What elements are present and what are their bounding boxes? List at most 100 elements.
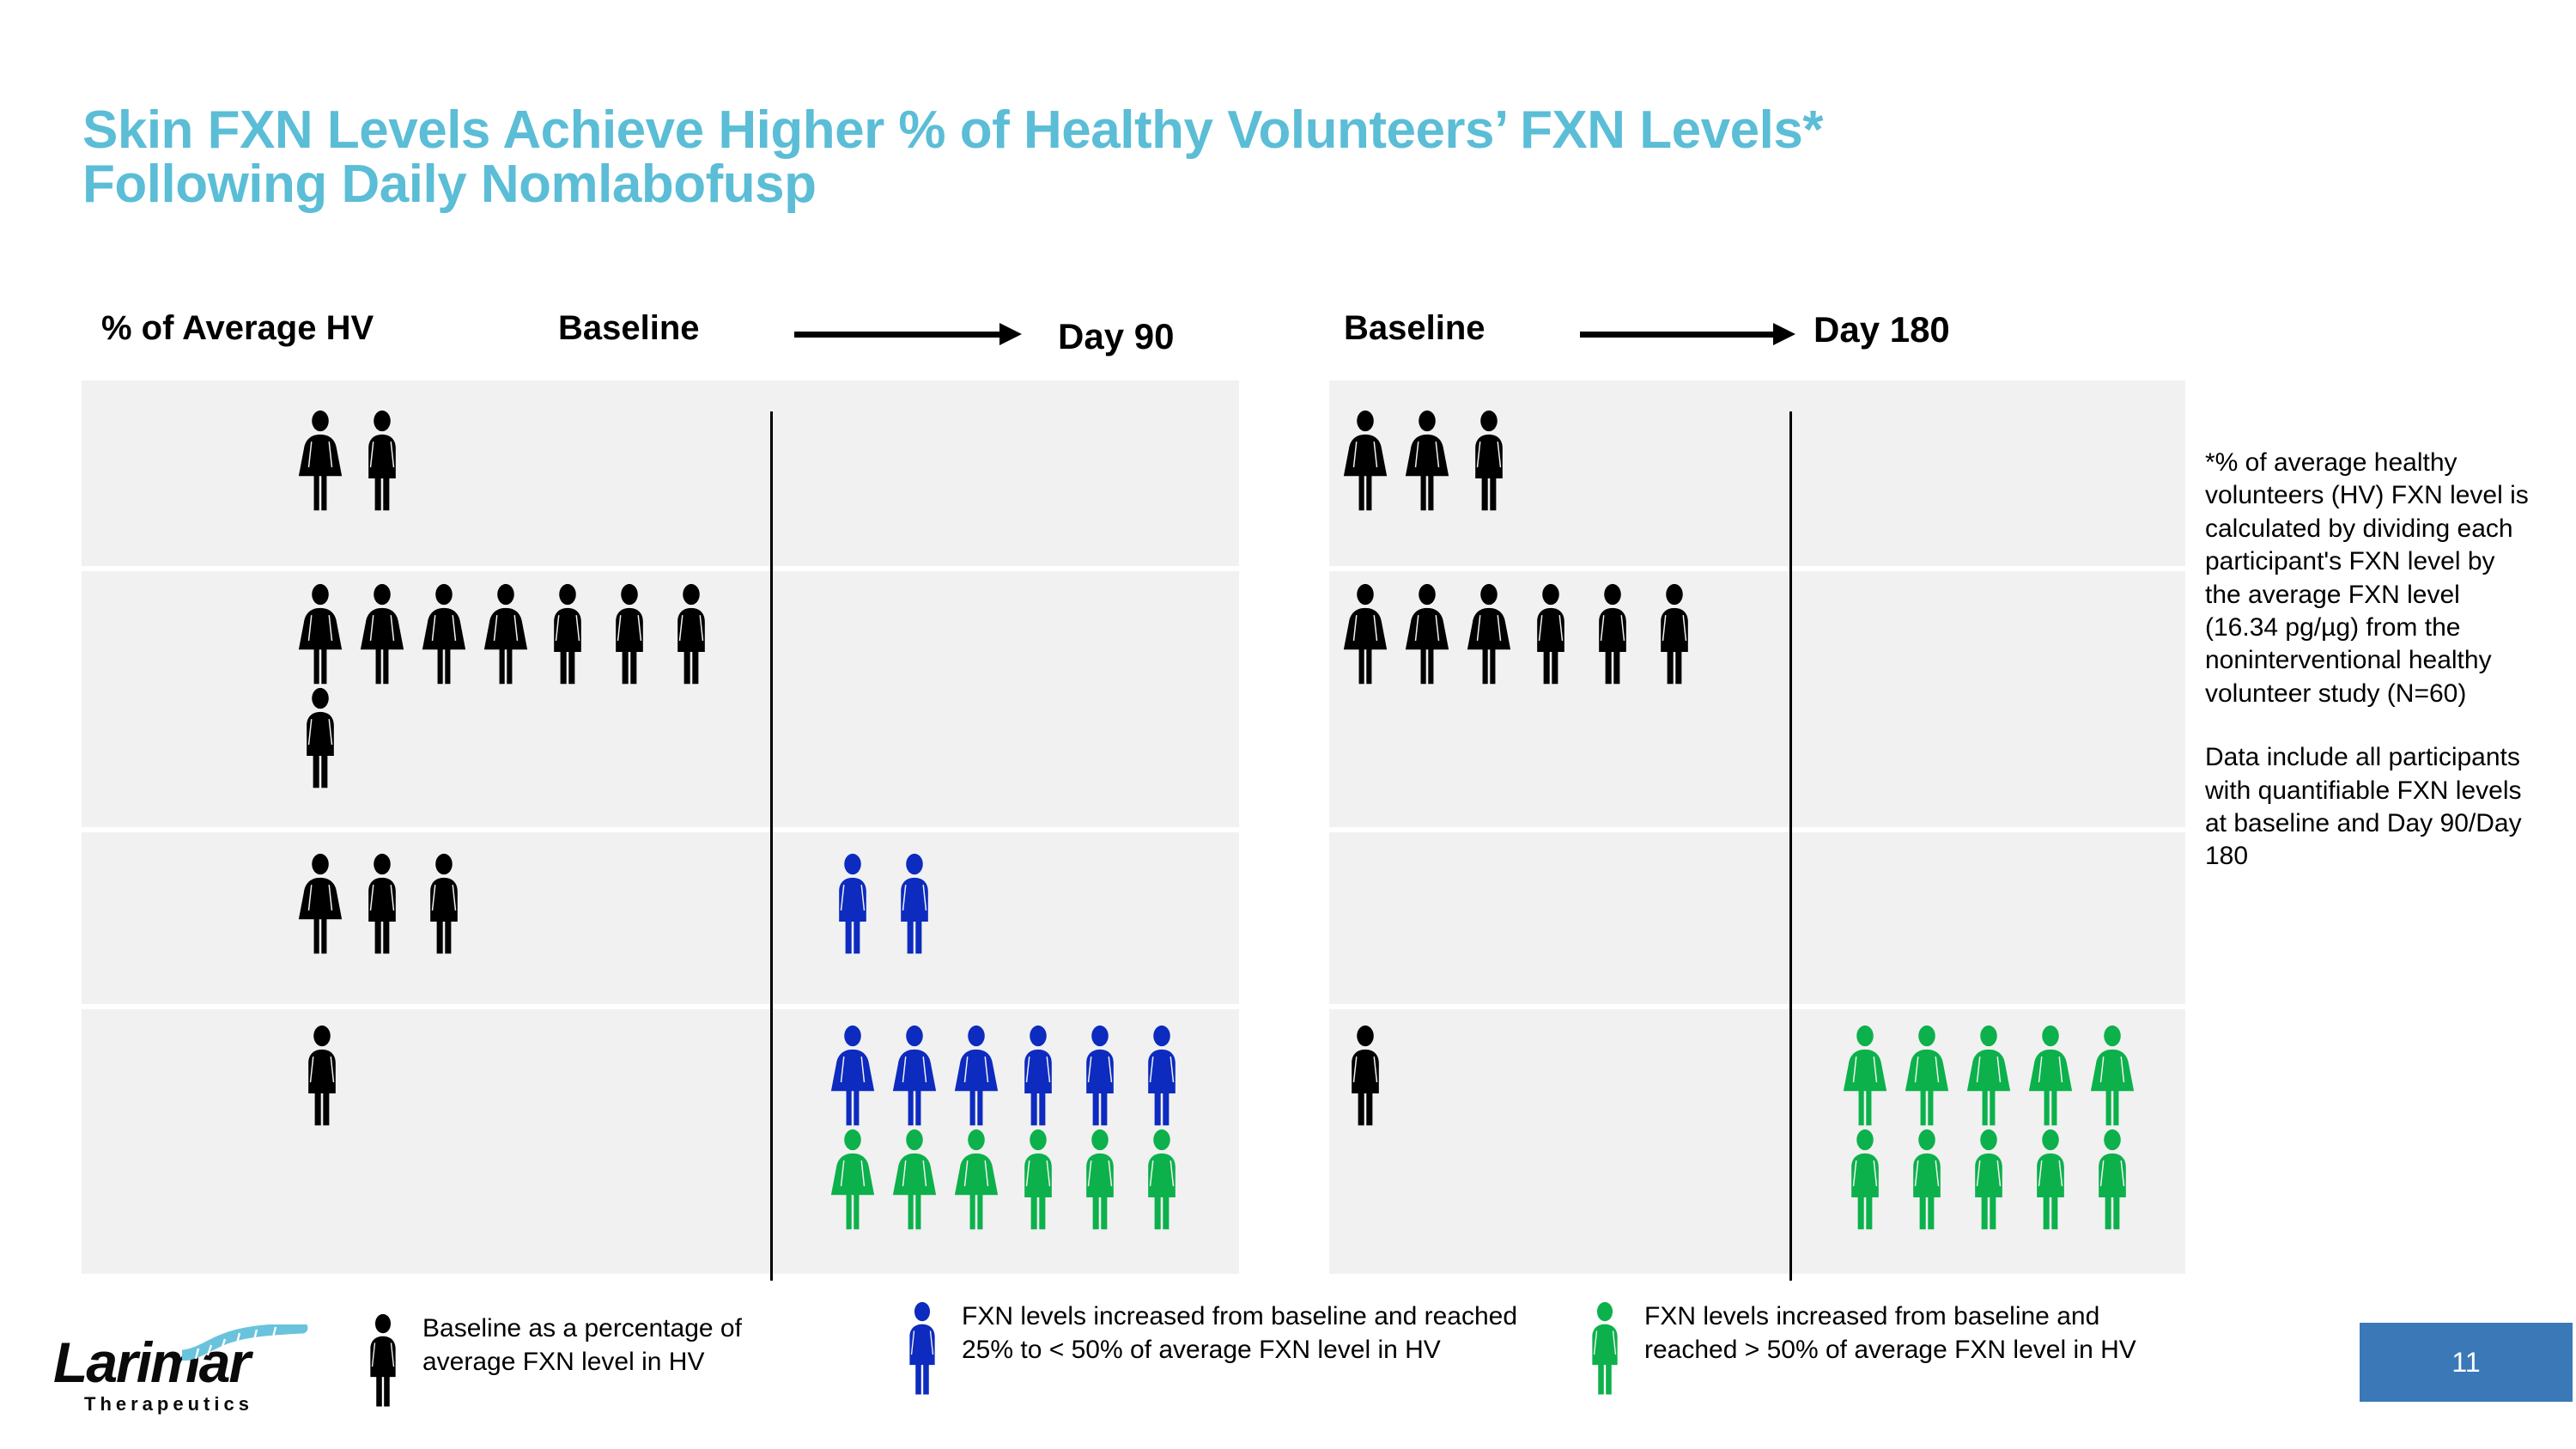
person-icon-blue-male bbox=[829, 853, 877, 957]
baseline-group-row2-day180 bbox=[1341, 583, 1771, 687]
person-icon-black-female bbox=[420, 583, 468, 687]
person-icon-blue-male bbox=[1138, 1025, 1186, 1129]
person-icon-black-female bbox=[296, 583, 344, 687]
person-icon-blue-male bbox=[1076, 1025, 1124, 1129]
person-icon-black-female bbox=[358, 583, 406, 687]
person-icon-black-female bbox=[1341, 410, 1389, 514]
baseline-group-row1-day90 bbox=[296, 410, 420, 514]
person-icon-green-female bbox=[2026, 1025, 2075, 1129]
column-header-day90: Day 90 bbox=[1058, 316, 1175, 356]
person-icon-green-male bbox=[1965, 1129, 2013, 1233]
footnote-data-inclusion: Data include all participants with quant… bbox=[2205, 743, 2522, 871]
legend-item-increase-gt-50: FXN levels increased from baseline and r… bbox=[1583, 1300, 2175, 1397]
person-icon-blue-female bbox=[952, 1025, 1000, 1129]
person-icon-black-male bbox=[358, 853, 406, 957]
arrow-right-icon-day90 bbox=[794, 321, 1022, 347]
person-icon-black-female bbox=[1403, 583, 1451, 687]
person-icon-green-female bbox=[2088, 1025, 2136, 1129]
person-icon-green-female bbox=[1965, 1025, 2013, 1129]
followup-group-row3-day90 bbox=[829, 853, 952, 957]
column-header-baseline-day180: Baseline bbox=[1344, 309, 1485, 347]
pictogram-row-12-5-25-day180 bbox=[1329, 566, 2185, 833]
person-icon-blue bbox=[900, 1301, 945, 1397]
pictogram-row-25-37-5-day180 bbox=[1329, 827, 2185, 1009]
person-icon-green-female bbox=[952, 1129, 1000, 1233]
axis-label-percent-of-average-hv: % of Average HV bbox=[101, 309, 374, 347]
panel-divider bbox=[1789, 411, 1792, 575]
followup-group-row4-day90 bbox=[829, 1025, 1232, 1233]
person-icon-green-male bbox=[2026, 1129, 2075, 1233]
page-title-line2: Following Daily Nomlabofusp bbox=[82, 155, 817, 215]
pictogram-row-lt-12-5-day90 bbox=[82, 381, 1239, 575]
pictogram-row-lt-12-5-day180 bbox=[1329, 381, 2185, 575]
followup-group-row4-day180 bbox=[1841, 1025, 2184, 1233]
legend-item-increase-25-50: FXN levels increased from baseline and r… bbox=[900, 1300, 1518, 1397]
person-icon-green-female bbox=[1903, 1025, 1951, 1129]
person-icon-black-female bbox=[296, 410, 344, 514]
legend-label-baseline: Baseline as a percentage of average FXN … bbox=[422, 1314, 742, 1376]
panel-divider bbox=[770, 411, 773, 575]
panel-divider bbox=[1789, 1004, 1792, 1281]
person-icon-black-male bbox=[298, 1025, 346, 1129]
person-icon-blue-male bbox=[1014, 1025, 1062, 1129]
column-header-day180: Day 180 bbox=[1814, 309, 1950, 350]
person-icon-black-female bbox=[1403, 410, 1451, 514]
page-title-line1: Skin FXN Levels Achieve Higher % of Heal… bbox=[82, 100, 1823, 160]
person-icon-black-male bbox=[1465, 410, 1513, 514]
logo-tagline: Therapeutics bbox=[84, 1393, 253, 1415]
person-icon-green-male bbox=[1076, 1129, 1124, 1233]
pictogram-row-gt-37-5-day90 bbox=[82, 1004, 1239, 1281]
person-icon-black-male bbox=[358, 410, 406, 514]
person-icon-black-male bbox=[605, 583, 653, 687]
person-icon-black-male bbox=[296, 687, 344, 791]
arrow-right-icon-day180 bbox=[1580, 321, 1795, 347]
person-icon-black-male bbox=[1527, 583, 1575, 687]
person-icon-black-female bbox=[482, 583, 530, 687]
legend-label-increase-gt-50: FXN levels increased from baseline and r… bbox=[1644, 1302, 2136, 1364]
person-icon-black-male bbox=[667, 583, 715, 687]
person-icon-green-male bbox=[1014, 1129, 1062, 1233]
person-icon-green-female bbox=[1841, 1025, 1889, 1129]
page-number-badge: 11 bbox=[2360, 1323, 2573, 1402]
panel-divider bbox=[770, 566, 773, 833]
person-icon-green bbox=[1583, 1301, 1627, 1397]
person-icon-green-male bbox=[1841, 1129, 1889, 1233]
person-icon-green-female bbox=[890, 1129, 939, 1233]
pictogram-row-25-37-5-day90 bbox=[82, 827, 1239, 1009]
page-title: Skin FXN Levels Achieve Higher % of Heal… bbox=[82, 100, 2229, 215]
column-header-baseline-day90: Baseline bbox=[558, 309, 700, 347]
baseline-group-row2-day90 bbox=[296, 583, 760, 791]
larimar-logo: Larimar Therapeutics bbox=[53, 1324, 311, 1424]
pictogram-panel-day180 bbox=[1329, 381, 2185, 1281]
legend-label-increase-25-50: FXN levels increased from baseline and r… bbox=[962, 1302, 1518, 1364]
baseline-group-row1-day180 bbox=[1341, 410, 1527, 514]
baseline-group-row3-day90 bbox=[296, 853, 482, 957]
person-icon-green-female bbox=[829, 1129, 877, 1233]
person-icon-blue-female bbox=[890, 1025, 939, 1129]
person-icon-blue-male bbox=[890, 853, 939, 957]
panel-divider bbox=[770, 827, 773, 1009]
baseline-group-row4-day90 bbox=[298, 1025, 360, 1129]
page-number: 11 bbox=[2451, 1346, 2481, 1378]
person-icon-black-male bbox=[544, 583, 592, 687]
person-icon-green-male bbox=[1138, 1129, 1186, 1233]
person-icon-black-male bbox=[1650, 583, 1698, 687]
panel-divider bbox=[770, 1004, 773, 1281]
pictogram-row-gt-37-5-day180 bbox=[1329, 1004, 2185, 1281]
person-icon-black-female bbox=[296, 853, 344, 957]
panel-divider bbox=[1789, 566, 1792, 833]
footnotes: *% of average healthy volunteers (HV) FX… bbox=[2205, 447, 2530, 874]
person-icon-black bbox=[361, 1313, 405, 1409]
footnote-hv-calculation: *% of average healthy volunteers (HV) FX… bbox=[2205, 448, 2529, 708]
person-icon-black-male bbox=[420, 853, 468, 957]
person-icon-green-male bbox=[1903, 1129, 1951, 1233]
pictogram-panel-day90 bbox=[82, 381, 1239, 1281]
pictogram-row-12-5-25-day90 bbox=[82, 566, 1239, 833]
dna-squiggle-icon bbox=[182, 1324, 308, 1361]
legend-item-baseline: Baseline as a percentage of average FXN … bbox=[361, 1312, 824, 1409]
person-icon-black-female bbox=[1341, 583, 1389, 687]
person-icon-black-male bbox=[1589, 583, 1637, 687]
person-icon-black-male bbox=[1341, 1025, 1389, 1129]
person-icon-black-female bbox=[1465, 583, 1513, 687]
